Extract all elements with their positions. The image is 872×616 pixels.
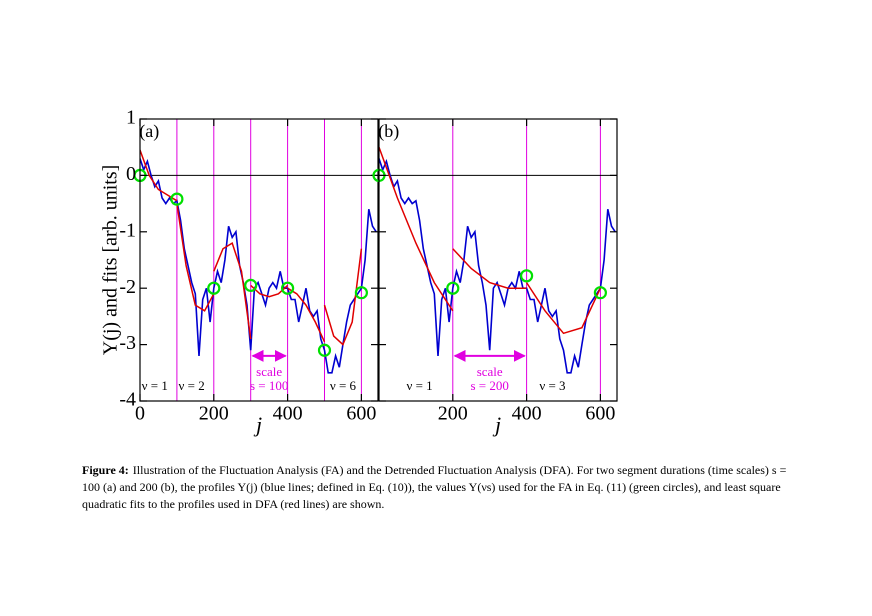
axes-frame (139, 118, 379, 402)
x-tick-label: 400 (512, 403, 542, 425)
fa-point (593, 286, 607, 300)
x-tick-label: 200 (199, 403, 229, 425)
fa-point (207, 281, 221, 295)
axes-frame (378, 118, 618, 402)
plot-area (140, 119, 378, 401)
fit-line (213, 241, 252, 340)
fa-point (317, 343, 332, 357)
fit-line (379, 146, 454, 312)
y-tick-label: -1 (119, 219, 136, 241)
x-tick-label: 400 (273, 403, 303, 425)
fa-point (519, 269, 534, 283)
panel: 200 400 600 j (b) ν = 1 scales = 200 ν = 3 (372, 118, 618, 437)
y-tick-label: -3 (119, 332, 136, 354)
annotation: ν = 1 (406, 378, 432, 393)
x-axis-label: j (253, 412, 262, 437)
caption-text: Illustration of the Fluctuation Analysis… (82, 463, 787, 511)
fa-point (170, 192, 184, 206)
fa-point (280, 281, 295, 295)
annotation: s = 100 (250, 378, 288, 393)
profile-line (379, 158, 616, 374)
x-axis-label: j (492, 412, 501, 437)
annotation: scale (256, 364, 282, 379)
fit-line (176, 203, 215, 312)
annotation: ν = 2 (179, 378, 205, 393)
y-tick-label: -2 (119, 276, 136, 298)
y-tick-label: -4 (119, 389, 136, 411)
y-tick-label: 1 (126, 107, 136, 129)
annotation: ν = 6 (330, 378, 357, 393)
x-tick-label: 600 (585, 403, 615, 425)
x-tick-label: 600 (346, 403, 376, 425)
profile-line (140, 158, 377, 374)
fit-line (250, 284, 289, 298)
caption: Figure 4: Illustration of the Fluctuation… (82, 462, 794, 513)
y-axis-label: Y(j) and fits [arb. units] (100, 165, 122, 356)
annotation: s = 200 (471, 378, 509, 393)
fit-line (323, 248, 363, 346)
annotation: (a) (139, 121, 159, 142)
fit-line (287, 287, 326, 343)
fa-point (446, 281, 460, 295)
fa-point (244, 278, 258, 292)
panel: -4 -3 -2 -1 0 1 0 200 400 600 j Y(j) and fits [arb.… (100, 107, 379, 437)
fa-point (354, 286, 368, 300)
annotation: ν = 3 (539, 378, 565, 393)
figure: -4 -3 -2 -1 0 1 0 200 400 600 j Y(j) and fits [arb.… (100, 107, 618, 437)
x-tick-label: 0 (135, 403, 145, 425)
fit-line (525, 282, 602, 335)
caption-label: Figure 4: (82, 463, 129, 477)
annotation: (b) (378, 121, 399, 142)
y-tick-label: 0 (126, 163, 136, 185)
fit-line (452, 248, 527, 289)
annotation: ν = 1 (142, 378, 168, 393)
annotation: scale (477, 364, 503, 379)
x-tick-label: 200 (438, 403, 468, 425)
plot-area (379, 119, 617, 401)
